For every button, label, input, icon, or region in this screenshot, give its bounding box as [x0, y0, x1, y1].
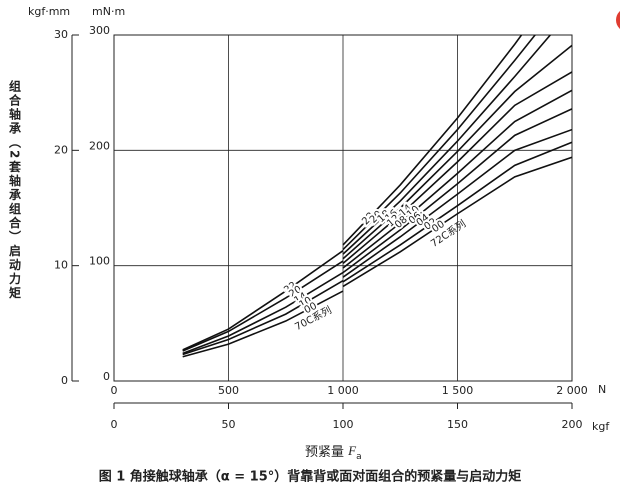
curve	[342, 35, 537, 251]
x-tick-label: 2 000	[556, 384, 588, 397]
curve	[342, 156, 572, 288]
badge	[616, 11, 620, 29]
y-tick-label: 200	[89, 139, 110, 152]
x-tick-label: 1 500	[442, 384, 474, 397]
curve	[342, 141, 572, 283]
curve	[342, 71, 572, 264]
x2-unit: kgf	[592, 420, 610, 433]
curve	[342, 89, 572, 269]
curve	[182, 279, 344, 356]
curve	[182, 290, 344, 358]
x2-tick-label: 100	[333, 418, 354, 431]
y2-unit: kgf·mm	[28, 5, 70, 18]
curve	[342, 35, 552, 255]
y-label: 组合轴承（2套轴承组合）启动力矩	[8, 79, 22, 301]
x2-tick-label: 50	[222, 418, 236, 431]
curve	[182, 250, 344, 351]
y2-tick-label: 30	[54, 28, 68, 41]
x2-tick-label: 0	[111, 418, 118, 431]
curve	[182, 271, 344, 355]
x2-tick-label: 150	[447, 418, 468, 431]
y2-tick-label: 10	[54, 259, 68, 272]
x-tick-label: 0	[111, 384, 118, 397]
y2-tick-label: 0	[61, 374, 68, 387]
x-symbol: F	[347, 443, 357, 458]
curve	[342, 44, 572, 260]
curve-labels: 22201410002220181612.1408.100604020072C系…	[280, 201, 468, 334]
curves	[182, 35, 572, 358]
x-label-text: 预紧量	[305, 445, 344, 460]
y-tick-label: 300	[89, 24, 110, 37]
curve	[342, 128, 572, 278]
x-tick-label: 500	[218, 384, 239, 397]
x2-tick-label: 200	[562, 418, 583, 431]
y2-tick-label: 20	[54, 143, 68, 156]
y-tick-label: 0	[103, 370, 110, 383]
curve	[342, 35, 523, 246]
curve	[182, 260, 344, 352]
x-symbol-sub: a	[356, 452, 362, 462]
chart-title: 图 1 角接触球轴承（α = 15°）背靠背或面对面组合的预紧量与启动力矩	[99, 469, 522, 485]
x-label: 预紧量 Fa	[305, 443, 362, 462]
x-unit: N	[598, 383, 606, 396]
curve	[342, 108, 572, 274]
y-unit: mN·m	[92, 5, 125, 18]
x-tick-label: 1 000	[327, 384, 359, 397]
y-tick-label: 100	[89, 255, 110, 268]
